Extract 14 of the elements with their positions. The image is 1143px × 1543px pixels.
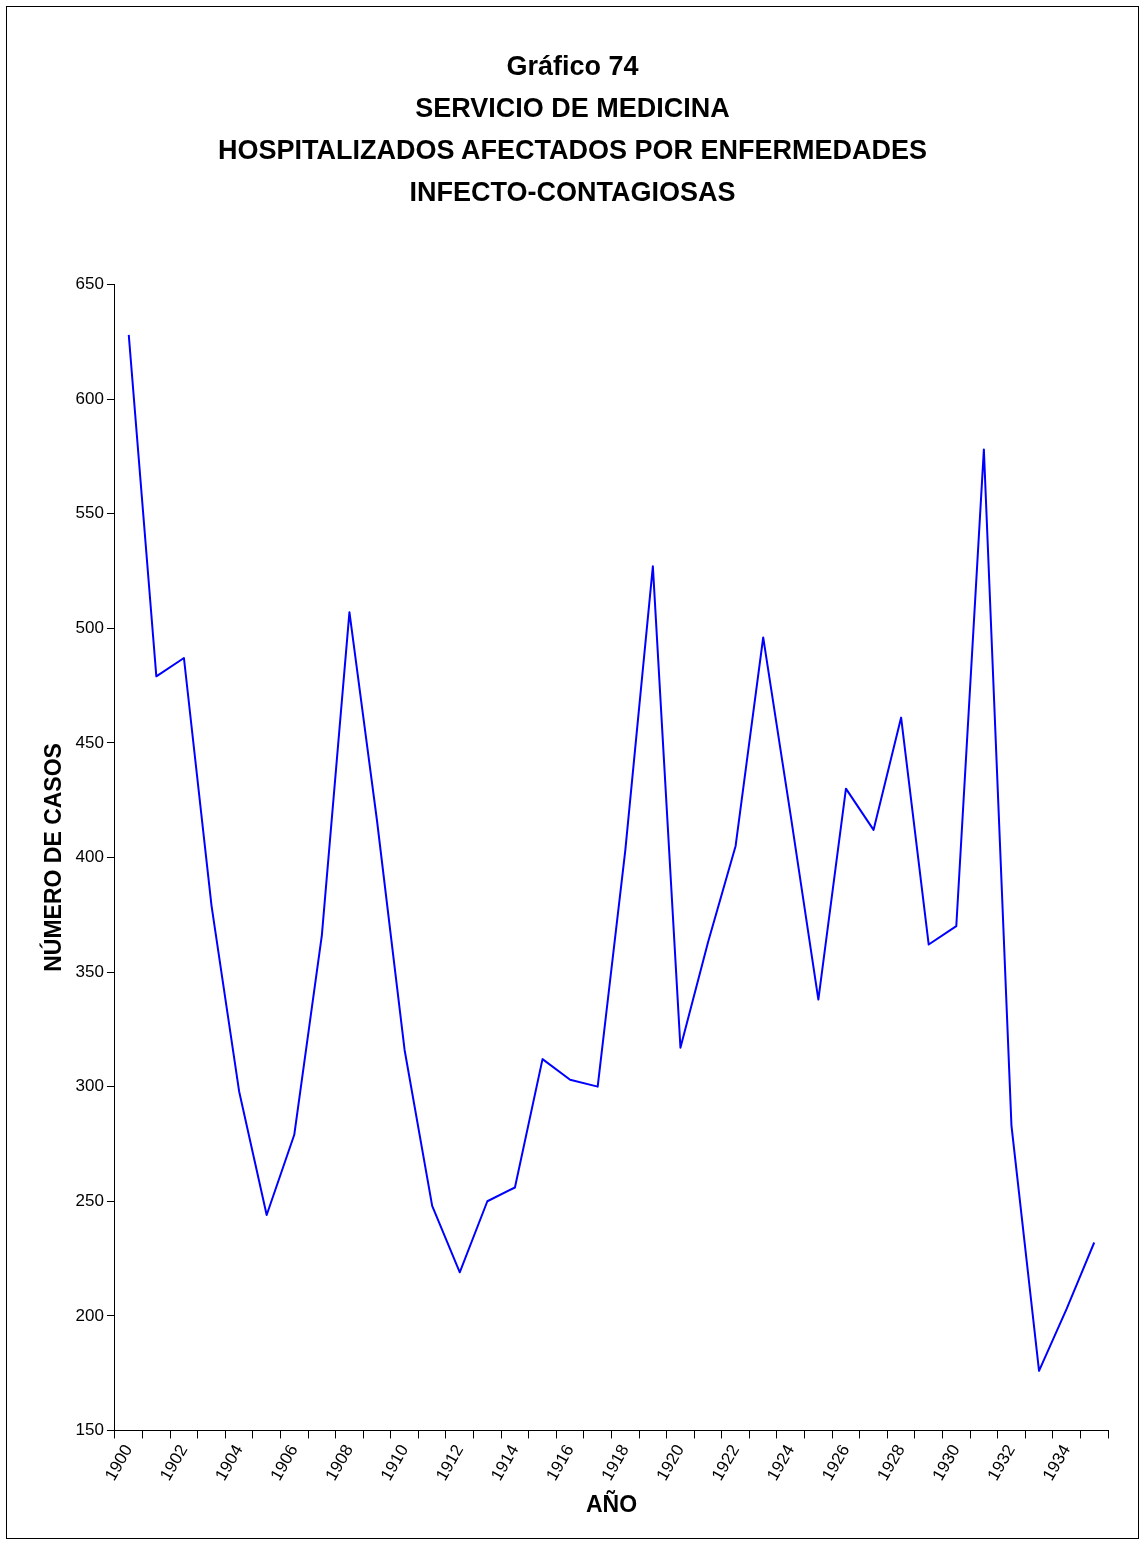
y-axis-title: NÚMERO DE CASOS xyxy=(39,743,67,972)
y-tick-label: 300 xyxy=(75,1076,104,1096)
y-tick-label: 500 xyxy=(75,617,104,637)
y-tick-label: 600 xyxy=(75,388,104,408)
y-tick-label: 150 xyxy=(75,1420,104,1440)
y-tick-label: 650 xyxy=(75,274,104,294)
x-axis-title: AÑO xyxy=(585,1489,638,1517)
y-tick-label: 550 xyxy=(75,503,104,523)
y-tick-label: 350 xyxy=(75,961,104,981)
y-tick-label: 450 xyxy=(75,732,104,752)
y-tick-label: 400 xyxy=(75,847,104,867)
y-tick-label: 200 xyxy=(75,1305,104,1325)
chart-title: Gráfico 74 SERVICIO DE MEDICINA HOSPITALIZADOS AFECTADOS POR ENFERMEDADES INFECTO-CONTAGIOSAS xyxy=(217,51,928,207)
y-tick-label: 250 xyxy=(75,1190,104,1210)
